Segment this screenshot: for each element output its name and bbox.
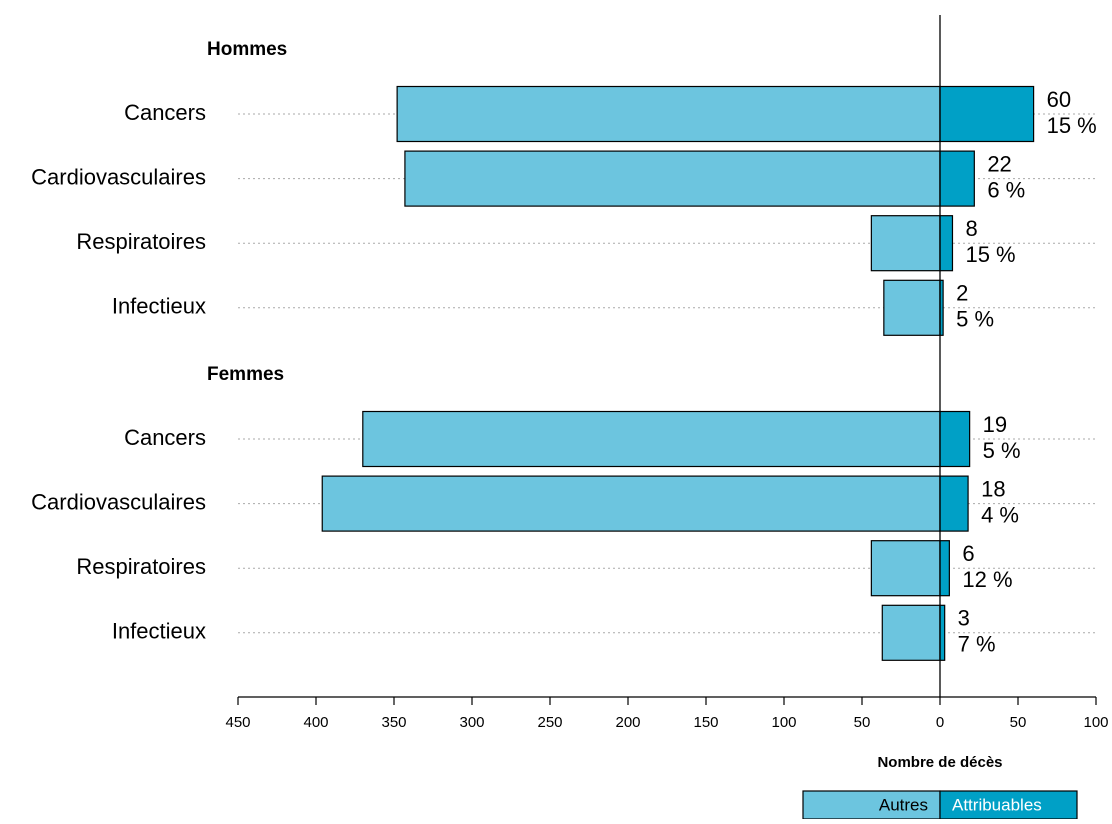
percent-label: 4 % [981, 502, 1019, 527]
bar [939, 215, 954, 272]
bar [396, 85, 941, 143]
percent-label: 6 % [987, 177, 1025, 202]
bar [321, 475, 941, 532]
value-label: 22 [987, 151, 1011, 176]
x-tick-label: 150 [693, 714, 718, 731]
bar [939, 410, 971, 468]
bar [881, 604, 941, 661]
bar [939, 540, 950, 597]
percent-label: 15 % [1047, 113, 1097, 138]
x-tick-label: 100 [771, 714, 796, 731]
bar [883, 279, 941, 336]
value-label: 19 [983, 412, 1007, 437]
percent-label: 7 % [958, 632, 996, 657]
value-label: 6 [962, 541, 974, 566]
bar [939, 150, 975, 207]
x-tick-label: 400 [303, 714, 328, 731]
category-label: Cardiovasculaires [31, 164, 206, 189]
bar [870, 215, 941, 272]
value-label: 8 [965, 216, 977, 241]
value-label: 60 [1047, 87, 1071, 112]
x-tick-label: 200 [615, 714, 640, 731]
bar [939, 475, 969, 532]
x-tick-label: 100 [1083, 714, 1108, 731]
category-label: Cardiovasculaires [31, 489, 206, 514]
bar [939, 604, 946, 661]
category-label: Infectieux [112, 619, 206, 644]
legend-swatch [939, 790, 1078, 820]
bar [404, 150, 941, 207]
legend-label: Autres [879, 795, 928, 814]
category-label: Infectieux [112, 294, 206, 319]
percent-label: 15 % [965, 242, 1015, 267]
x-tick-label: 50 [1010, 714, 1027, 731]
group-label: Hommes [207, 39, 287, 60]
percent-label: 5 % [983, 438, 1021, 463]
x-tick-label: 0 [936, 714, 944, 731]
value-label: 2 [956, 281, 968, 306]
category-label: Respiratoires [76, 554, 206, 579]
x-tick-label: 350 [381, 714, 406, 731]
category-label: Cancers [124, 100, 206, 125]
percent-label: 12 % [962, 567, 1012, 592]
bar [362, 410, 941, 468]
value-label: 18 [981, 476, 1005, 501]
category-label: Cancers [124, 425, 206, 450]
category-label: Respiratoires [76, 229, 206, 254]
x-tick-label: 250 [537, 714, 562, 731]
x-axis-label: Nombre de décès [877, 754, 1002, 771]
bar [870, 540, 941, 597]
percent-label: 5 % [956, 307, 994, 332]
group-label: Femmes [207, 364, 284, 385]
x-tick-label: 450 [225, 714, 250, 731]
legend-label: Attribuables [952, 795, 1042, 814]
bar [939, 85, 1035, 143]
value-label: 3 [958, 606, 970, 631]
x-tick-label: 50 [854, 714, 871, 731]
x-tick-label: 300 [459, 714, 484, 731]
